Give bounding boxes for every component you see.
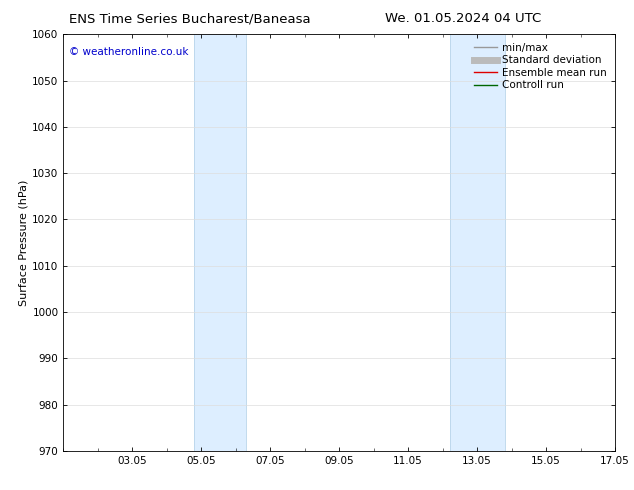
Bar (195, 34, 246, 451)
Y-axis label: Surface Pressure (hPa): Surface Pressure (hPa) (18, 179, 28, 306)
Text: © weatheronline.co.uk: © weatheronline.co.uk (69, 47, 188, 57)
Bar (450, 34, 505, 451)
Text: ENS Time Series Bucharest/Baneasa: ENS Time Series Bucharest/Baneasa (69, 12, 311, 25)
Text: We. 01.05.2024 04 UTC: We. 01.05.2024 04 UTC (385, 12, 541, 25)
Legend: min/max, Standard deviation, Ensemble mean run, Controll run: min/max, Standard deviation, Ensemble me… (470, 40, 610, 94)
